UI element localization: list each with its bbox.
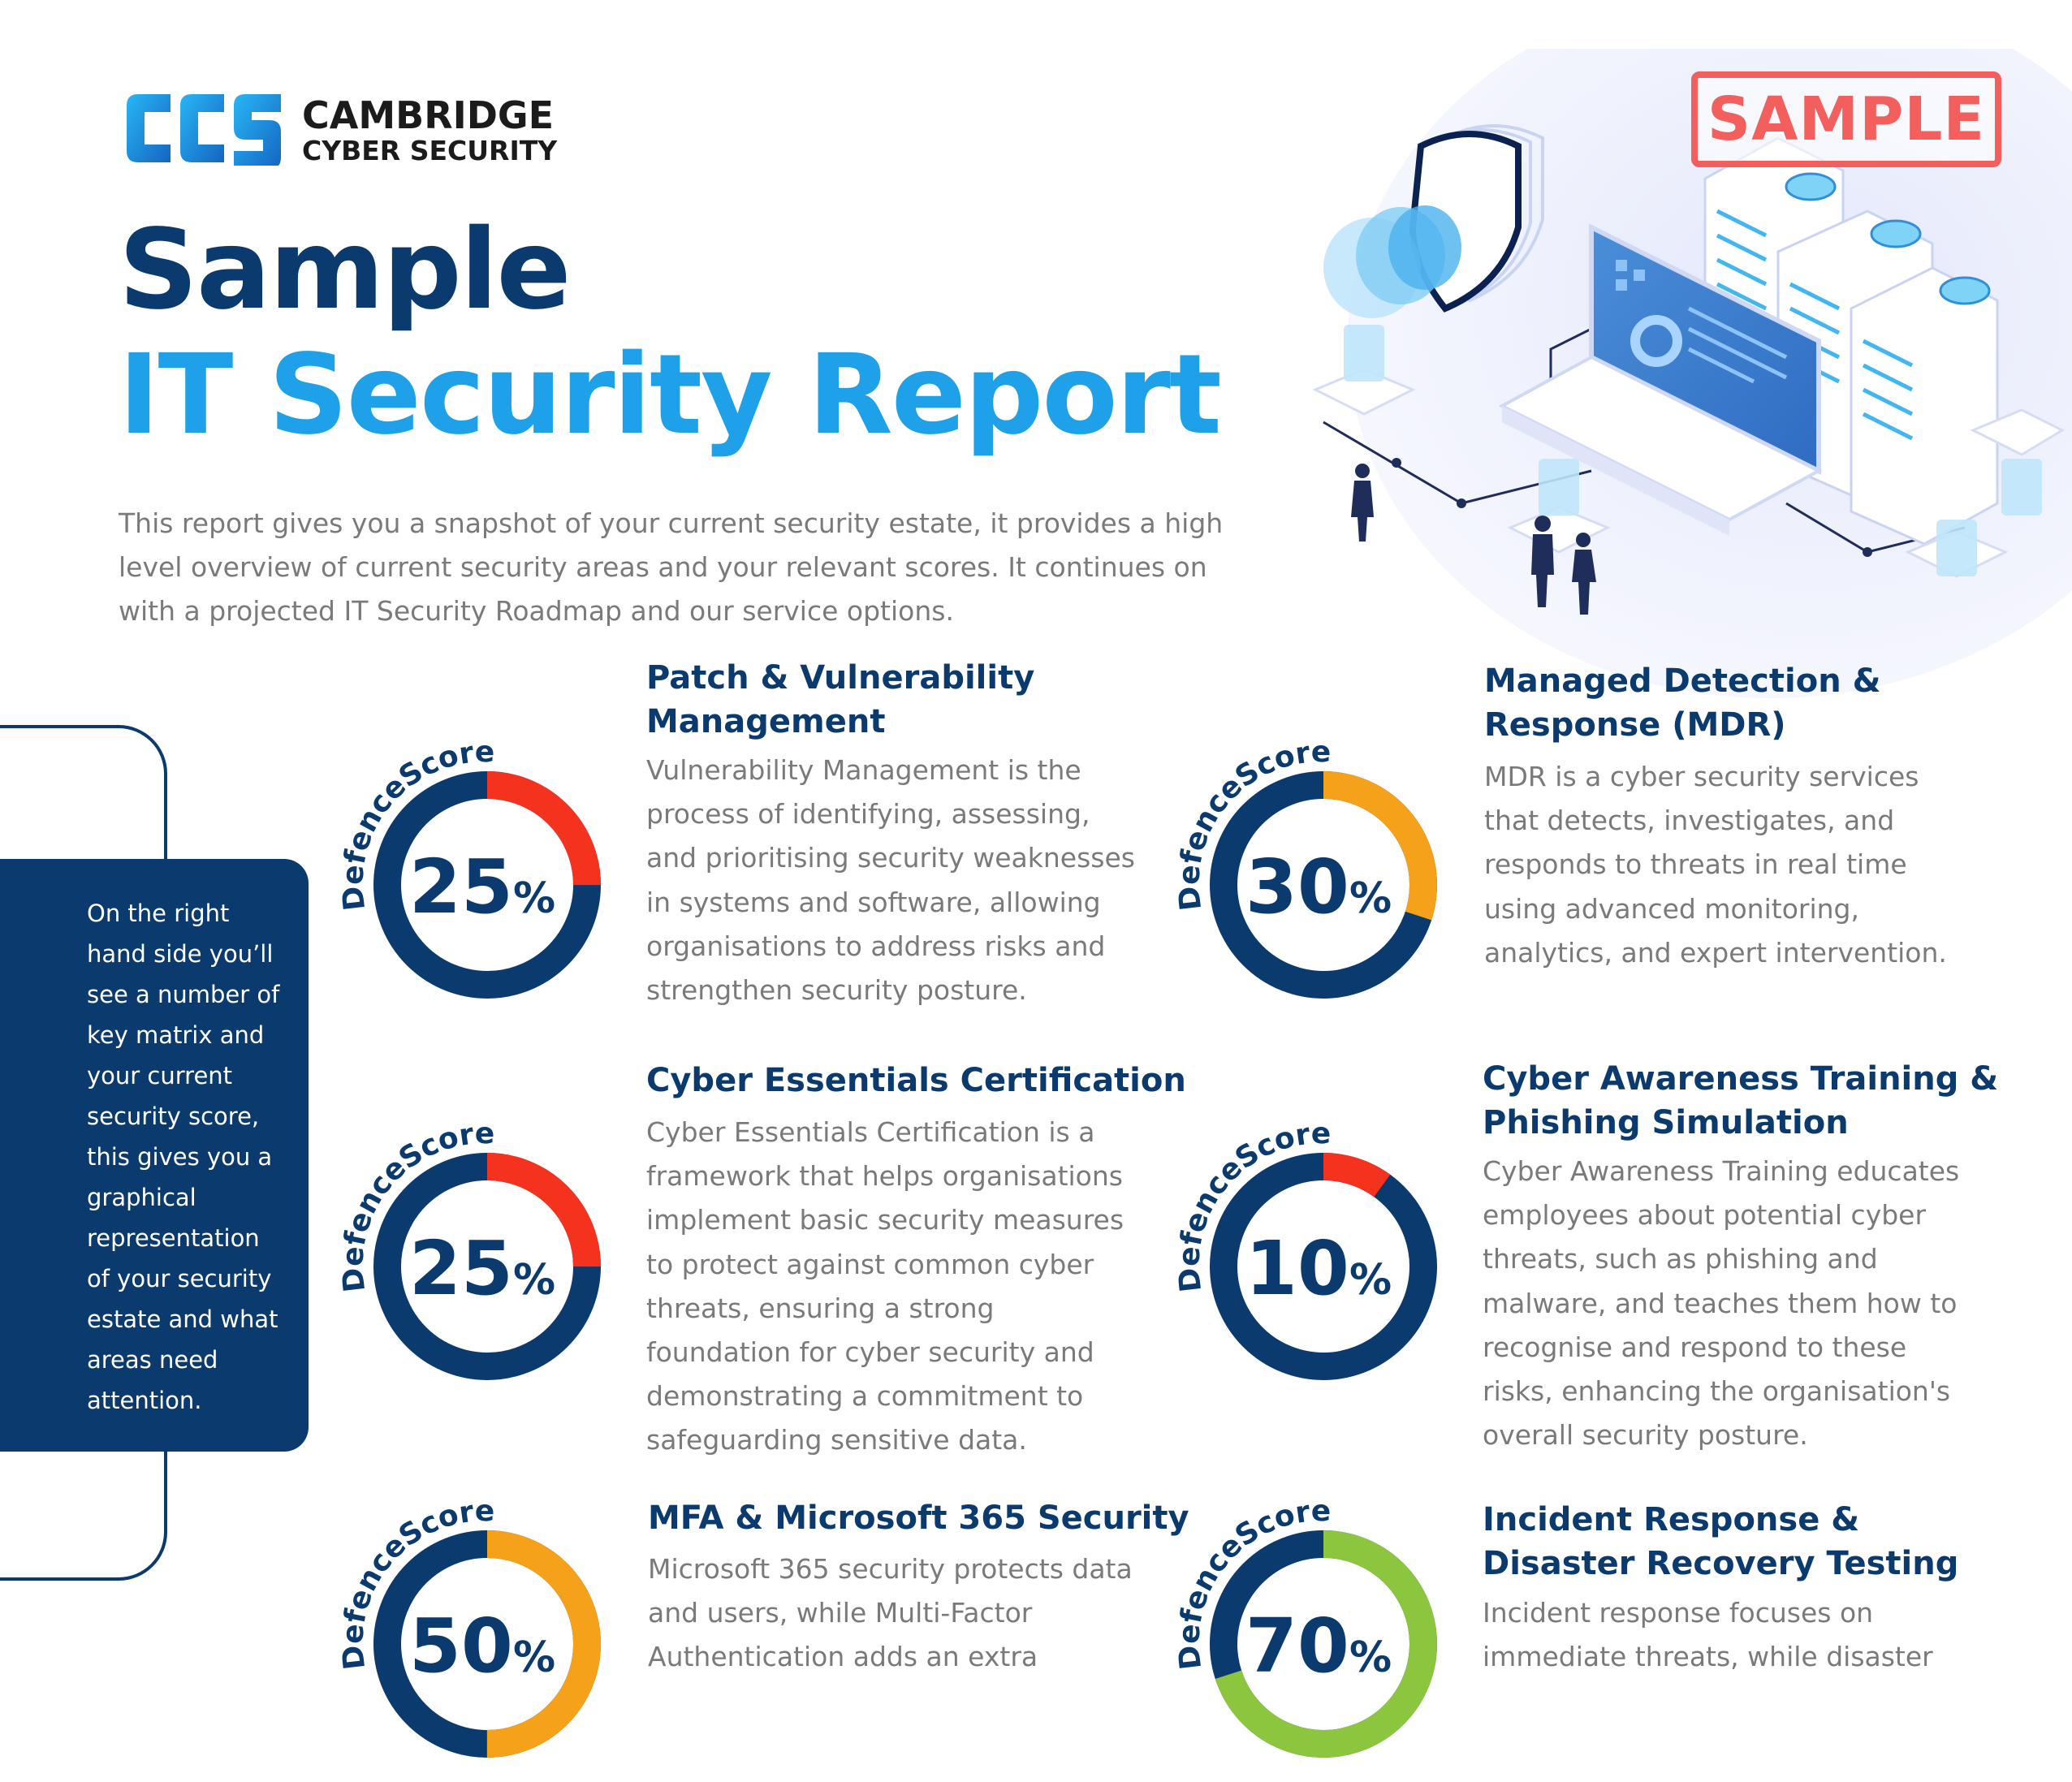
server-laptop-illustration	[1312, 49, 2072, 698]
section-description-line: and users, while Multi-Factor	[648, 1597, 1033, 1629]
section-title: Patch & Vulnerability Management	[646, 656, 1034, 744]
sample-stamp-text: SAMPLE	[1707, 84, 1986, 154]
section-description-line: implement basic security measures	[646, 1204, 1124, 1236]
section-title-line: Response (MDR)	[1484, 706, 1786, 744]
brand-name-line1: CAMBRIDGE	[302, 93, 555, 137]
gauge-percent-value: 10	[1245, 1225, 1349, 1312]
section-title: MFA & Microsoft 365 Security	[648, 1496, 1189, 1540]
gauge-percent: 25%	[409, 1225, 555, 1312]
section-description-line: Vulnerability Management is the	[646, 754, 1081, 786]
section-description: Microsoft 365 security protects data and …	[648, 1547, 1133, 1680]
section-description-line: demonstrating a commitment to	[646, 1380, 1084, 1413]
section-description-line: to protect against common cyber	[646, 1248, 1094, 1280]
section-description-line: strengthen security posture.	[646, 974, 1027, 1007]
section-description: Cyber Essentials Certification is a frame…	[646, 1111, 1124, 1463]
gauge-percent: 70%	[1245, 1603, 1392, 1689]
section-description-line: and prioritising security weaknesses	[646, 842, 1135, 874]
section-title-line: Disaster Recovery Testing	[1483, 1545, 1959, 1582]
section-description-line: Microsoft 365 security protects data	[648, 1553, 1133, 1585]
gauge-percent: 30%	[1245, 844, 1392, 930]
section-title: Cyber Awareness Training & Phishing Simul…	[1483, 1057, 1998, 1145]
section-description-line: safeguarding sensitive data.	[646, 1424, 1027, 1456]
gauge-score-arc	[1210, 771, 1437, 999]
section-description-line: process of identifying, assessing,	[646, 798, 1090, 831]
callout-text: On the right hand side you’ll see a numb…	[87, 900, 280, 1414]
gauge-percent: 25%	[409, 844, 555, 930]
section-description-line: recognise and respond to these	[1483, 1331, 1907, 1363]
page-title-line1: Sample	[119, 206, 572, 334]
section-title-line: Incident Response &	[1483, 1501, 1860, 1538]
section-description: Incident response focuses on immediate th…	[1483, 1591, 1933, 1679]
intro-paragraph: This report gives you a snapshot of your…	[119, 507, 1224, 627]
section-title-line: Cyber Awareness Training &	[1483, 1060, 1999, 1098]
gauge-percent-value: 25	[409, 1225, 513, 1312]
gauge-score-arc	[373, 1153, 601, 1380]
brand-name-line2: CYBER SECURITY	[302, 135, 558, 166]
section-description-line: MDR is a cyber security services	[1484, 761, 1919, 792]
section-description-line: framework that helps organisations	[646, 1160, 1123, 1193]
section-title-line: Management	[646, 703, 886, 740]
company-logo: CAMBRIDGE CYBER SECURITY	[122, 91, 576, 172]
gauge-percent-value: 70	[1245, 1603, 1349, 1689]
section-title: Cyber Essentials Certification	[646, 1059, 1186, 1102]
section-description: Vulnerability Management is the process o…	[646, 749, 1135, 1012]
section-description-line: Authentication adds an extra	[648, 1641, 1038, 1673]
section-description-line: foundation for cyber security and	[646, 1336, 1094, 1369]
section-description-line: responds to threats in real time	[1484, 848, 1907, 881]
gauge-percent: 10%	[1245, 1225, 1392, 1312]
section-description-line: employees about potential cyber	[1483, 1199, 1927, 1232]
section-title-line: MFA & Microsoft 365 Security	[648, 1499, 1189, 1537]
section-description-line: threats, ensuring a strong	[646, 1292, 995, 1324]
gauge-percent: 50%	[409, 1603, 555, 1689]
ccs-logo-mark	[127, 94, 281, 166]
gauge-percent-value: 25	[409, 844, 513, 930]
section-description-line: threats, such as phishing and	[1483, 1243, 1878, 1275]
section-title: Managed Detection & Response (MDR)	[1484, 659, 1880, 747]
section-description: MDR is a cyber security services that det…	[1484, 755, 1947, 975]
section-title-line: Cyber Essentials Certification	[646, 1062, 1186, 1099]
section-title-line: Patch & Vulnerability	[646, 659, 1035, 697]
section-description-line: risks, enhancing the organisation's	[1483, 1375, 1951, 1408]
section-description-line: malware, and teaches them how to	[1483, 1287, 1958, 1319]
section-description-line: in systems and software, allowing	[646, 886, 1101, 918]
gauge-score-arc	[1210, 1153, 1437, 1380]
section-description-line: that detects, investigates, and	[1484, 805, 1895, 837]
sample-stamp: SAMPLE	[1691, 71, 2001, 167]
section-title-line: Phishing Simulation	[1483, 1104, 1849, 1141]
section-description-line: Cyber Awareness Training educates	[1483, 1155, 1960, 1187]
gauge-percent-value: 30	[1245, 844, 1349, 930]
page-title-line2: IT Security Report	[119, 331, 1222, 460]
section-description-line: analytics, and expert intervention.	[1484, 936, 1947, 969]
section-title: Incident Response & Disaster Recovery Tes…	[1483, 1498, 1958, 1586]
section-description: Cyber Awareness Training educates employe…	[1483, 1150, 1959, 1457]
gauge-score-arc	[373, 771, 601, 999]
section-title-line: Managed Detection &	[1484, 662, 1881, 700]
callout-box: On the right hand side you’ll see a numb…	[0, 859, 309, 1452]
section-description-line: overall security posture.	[1483, 1419, 1808, 1452]
section-description-line: organisations to address risks and	[646, 930, 1106, 962]
section-description-line: immediate threats, while disaster	[1483, 1641, 1933, 1673]
section-description-line: Incident response focuses on	[1483, 1597, 1874, 1629]
section-description-line: Cyber Essentials Certification is a	[646, 1116, 1095, 1148]
section-description-line: using advanced monitoring,	[1484, 892, 1859, 925]
gauge-percent-value: 50	[409, 1603, 513, 1689]
